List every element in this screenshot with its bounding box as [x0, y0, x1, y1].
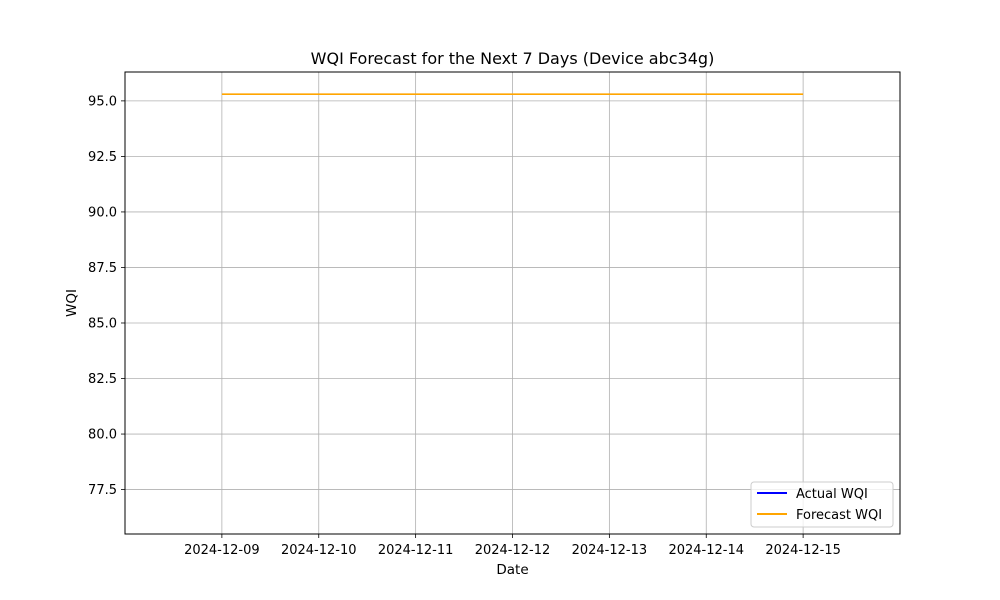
x-tick-label: 2024-12-09 — [184, 543, 260, 558]
y-tick-label: 95.0 — [88, 94, 117, 109]
x-axis-label: Date — [496, 562, 528, 578]
x-tick-label: 2024-12-11 — [378, 543, 454, 558]
chart-title: WQI Forecast for the Next 7 Days (Device… — [311, 49, 715, 68]
y-tick-label: 80.0 — [88, 428, 117, 443]
y-tick-label: 85.0 — [88, 316, 117, 331]
x-tick-label: 2024-12-14 — [668, 543, 744, 558]
legend-label-actual: Actual WQI — [796, 487, 868, 502]
x-tick-label: 2024-12-13 — [572, 543, 648, 558]
x-tick-label: 2024-12-12 — [475, 543, 551, 558]
x-tick-label: 2024-12-15 — [765, 543, 841, 558]
y-axis-label: WQI — [64, 289, 80, 317]
x-tick-label: 2024-12-10 — [281, 543, 357, 558]
legend-label-forecast: Forecast WQI — [796, 508, 882, 523]
axis-ticks: 2024-12-09 2024-12-10 2024-12-11 2024-12-12… — [88, 94, 841, 558]
legend: Actual WQI Forecast WQI — [750, 481, 894, 528]
y-tick-label: 77.5 — [88, 483, 117, 498]
y-tick-label: 82.5 — [88, 372, 117, 387]
y-tick-label: 90.0 — [88, 205, 117, 220]
grid-lines — [125, 72, 900, 534]
y-tick-label: 87.5 — [88, 261, 117, 276]
y-tick-label: 92.5 — [88, 150, 117, 165]
